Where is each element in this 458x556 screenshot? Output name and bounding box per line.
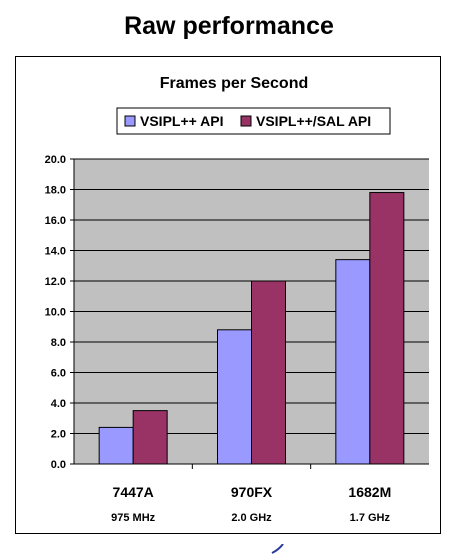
y-tick-label: 0.0 (51, 459, 66, 471)
y-tick-label: 14.0 (45, 246, 66, 258)
x-category-sublabel: 1.7 GHz (350, 512, 391, 524)
slide-corner-mark (271, 544, 284, 554)
x-category-label: 1682M (348, 484, 391, 500)
y-tick-label: 18.0 (45, 185, 66, 197)
y-tick-label: 6.0 (51, 368, 66, 380)
legend-label-vsipl-sal: VSIPL++/SAL API (256, 113, 371, 129)
y-axis-ticks: 0.0 2.0 4.0 6.0 8.0 10.0 12.0 14.0 16.0 18.0 20.0 (45, 154, 74, 471)
legend-swatch-vsipl (124, 115, 136, 127)
y-tick-label: 2.0 (51, 429, 66, 441)
y-tick-label: 10.0 (45, 307, 66, 319)
x-category-sublabel: 2.0 GHz (231, 512, 272, 524)
y-tick-label: 4.0 (51, 398, 66, 410)
bar-vsipl-sal-1682m (369, 192, 405, 465)
page-title: Raw performance (124, 12, 334, 40)
x-axis-labels: 7447A 975 MHz 970FX 2.0 GHz 1682M 1.7 GHz (111, 464, 391, 524)
chart-title: Frames per Second (160, 75, 309, 92)
y-tick-label: 8.0 (51, 337, 66, 349)
y-tick-label: 16.0 (45, 215, 66, 227)
legend: VSIPL++ API VSIPL++/SAL API (116, 107, 391, 135)
x-category-sublabel: 975 MHz (111, 512, 156, 524)
x-category-label: 970FX (231, 484, 273, 500)
bar-vsipl-1682m (335, 259, 371, 465)
bar-vsipl-sal-7447a (132, 410, 168, 465)
bars (98, 192, 405, 465)
x-category-label: 7447A (113, 484, 154, 500)
y-tick-label: 20.0 (45, 154, 66, 166)
bar-vsipl-7447a (98, 426, 134, 465)
y-tick-label: 12.0 (45, 276, 66, 288)
legend-box (116, 107, 391, 135)
legend-label-vsipl: VSIPL++ API (140, 113, 224, 129)
bar-vsipl-970fx (217, 329, 252, 465)
bar-vsipl-sal-970fx (251, 280, 286, 465)
legend-swatch-vsipl-sal (240, 115, 252, 127)
